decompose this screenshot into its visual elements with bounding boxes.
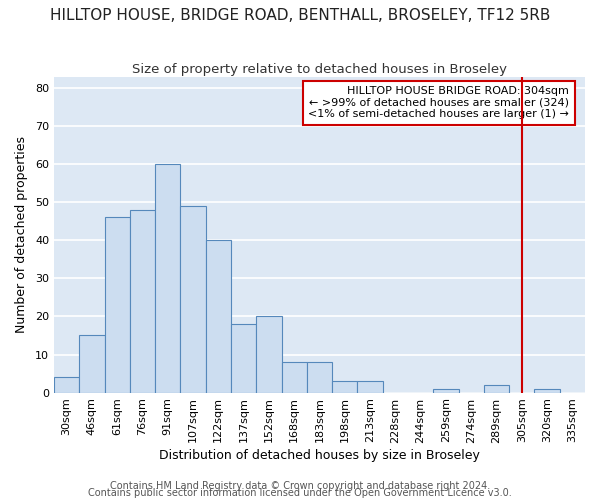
Bar bbox=[206, 240, 231, 392]
Title: Size of property relative to detached houses in Broseley: Size of property relative to detached ho… bbox=[132, 62, 507, 76]
Bar bbox=[79, 336, 104, 392]
Bar bbox=[54, 378, 79, 392]
Bar bbox=[307, 362, 332, 392]
Bar bbox=[155, 164, 181, 392]
Bar bbox=[484, 385, 509, 392]
Bar bbox=[358, 381, 383, 392]
Bar bbox=[130, 210, 155, 392]
Bar bbox=[256, 316, 281, 392]
X-axis label: Distribution of detached houses by size in Broseley: Distribution of detached houses by size … bbox=[159, 450, 480, 462]
Y-axis label: Number of detached properties: Number of detached properties bbox=[15, 136, 28, 333]
Bar bbox=[231, 324, 256, 392]
Bar bbox=[332, 381, 358, 392]
Text: HILLTOP HOUSE, BRIDGE ROAD, BENTHALL, BROSELEY, TF12 5RB: HILLTOP HOUSE, BRIDGE ROAD, BENTHALL, BR… bbox=[50, 8, 550, 22]
Text: Contains public sector information licensed under the Open Government Licence v3: Contains public sector information licen… bbox=[88, 488, 512, 498]
Bar bbox=[181, 206, 206, 392]
Bar bbox=[281, 362, 307, 392]
Bar bbox=[535, 389, 560, 392]
Text: HILLTOP HOUSE BRIDGE ROAD: 304sqm
← >99% of detached houses are smaller (324)
<1: HILLTOP HOUSE BRIDGE ROAD: 304sqm ← >99%… bbox=[308, 86, 569, 120]
Text: Contains HM Land Registry data © Crown copyright and database right 2024.: Contains HM Land Registry data © Crown c… bbox=[110, 481, 490, 491]
Bar bbox=[433, 389, 458, 392]
Bar bbox=[104, 218, 130, 392]
